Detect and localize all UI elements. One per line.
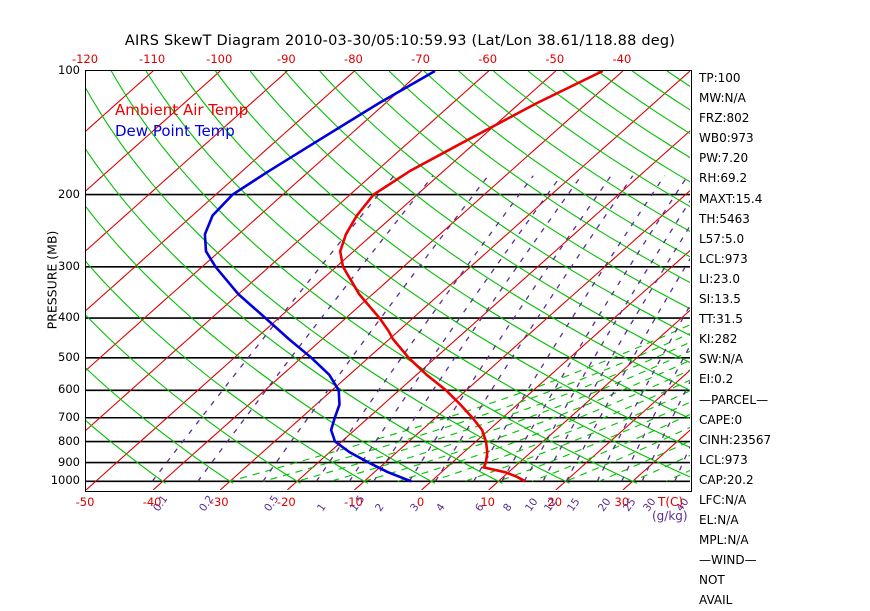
parameter-item: PW:7.20 bbox=[699, 151, 749, 166]
bottom-temp-tick: 10 bbox=[480, 495, 495, 509]
parameter-item: CAP:20.2 bbox=[699, 472, 754, 487]
skewt-plot-area bbox=[85, 70, 692, 492]
parameter-item: SI:13.5 bbox=[699, 292, 741, 307]
mixing-ratio-tick: 10 bbox=[523, 496, 541, 514]
page-title: AIRS SkewT Diagram 2010-03-30/05:10:59.9… bbox=[124, 33, 676, 49]
pressure-tick: 700 bbox=[58, 409, 80, 424]
mixing-ratio-tick: 2 bbox=[372, 501, 387, 514]
parameter-item: LFC:N/A bbox=[699, 492, 747, 507]
parameter-item: NOT bbox=[699, 573, 725, 588]
pressure-tick: 900 bbox=[58, 454, 80, 469]
parameter-item: LI:23.0 bbox=[699, 271, 740, 286]
mixing-ratio-tick: 1 bbox=[315, 501, 330, 514]
parameter-item: EI:0.2 bbox=[699, 372, 734, 387]
parameter-item: WB0:973 bbox=[699, 131, 754, 146]
legend-dew-point-temp: Dew Point Temp bbox=[115, 122, 235, 140]
parameter-item: MPL:N/A bbox=[699, 533, 749, 548]
parameter-item: RH:69.2 bbox=[699, 171, 748, 186]
parameter-item: TH:5463 bbox=[699, 211, 750, 226]
bottom-temp-tick: -50 bbox=[75, 495, 95, 509]
top-temp-tick: -120 bbox=[71, 52, 99, 66]
parameter-item: KI:282 bbox=[699, 332, 738, 347]
pressure-tick: 600 bbox=[58, 382, 80, 397]
parameter-item: LCL:973 bbox=[699, 452, 748, 467]
top-temp-tick: -100 bbox=[206, 52, 233, 66]
parameter-item: MW:N/A bbox=[699, 91, 746, 106]
legend-ambient-air-temp: Ambient Air Temp bbox=[115, 101, 249, 119]
skewt-plot-svg bbox=[86, 71, 690, 490]
pressure-tick: 1000 bbox=[50, 473, 80, 488]
parameter-item: CAPE:0 bbox=[699, 412, 743, 427]
parameter-item: TT:31.5 bbox=[699, 312, 743, 327]
bottom-temp-tick: 0 bbox=[416, 495, 425, 509]
bottom-temp-tick: 20 bbox=[547, 495, 563, 509]
bottom-temp-tick: -10 bbox=[344, 495, 363, 509]
parameter-item: LCL:973 bbox=[699, 251, 748, 266]
temperature-axis-label: T(C) bbox=[658, 495, 684, 509]
top-temp-tick: -110 bbox=[139, 52, 166, 66]
top-temp-tick: -70 bbox=[411, 52, 430, 66]
top-temp-tick: -80 bbox=[344, 52, 363, 66]
parameter-item: SW:N/A bbox=[699, 352, 744, 367]
parameter-item: MAXT:15.4 bbox=[699, 191, 763, 206]
parameter-item: —PARCEL— bbox=[699, 392, 769, 407]
mixing-ratio-tick: 8 bbox=[500, 501, 515, 514]
pressure-tick: 400 bbox=[58, 310, 80, 325]
bottom-temp-tick: 30 bbox=[614, 495, 630, 509]
mixing-ratio-tick: 4 bbox=[434, 501, 449, 514]
bottom-temp-tick: -30 bbox=[209, 495, 229, 509]
skewt-diagram-page: AIRS SkewT Diagram 2010-03-30/05:10:59.9… bbox=[44, 33, 772, 608]
pressure-tick: 200 bbox=[58, 186, 80, 201]
pressure-tick: 500 bbox=[58, 349, 80, 364]
top-temp-tick: -40 bbox=[612, 52, 632, 66]
parameter-item: FRZ:802 bbox=[699, 111, 750, 126]
parameter-item: AVAIL bbox=[699, 593, 733, 608]
parameter-item: TP:100 bbox=[699, 71, 741, 85]
parameter-item: —WIND— bbox=[699, 553, 757, 568]
pressure-tick: 800 bbox=[58, 433, 80, 448]
sounding-parameter-panel: TP:100 MW:N/A FRZ:802 WB0:973 PW:7.20 RH:69.2… bbox=[699, 68, 864, 611]
mixing-ratio-tick: 20 bbox=[596, 496, 614, 514]
parameter-item: CINH:23567 bbox=[699, 432, 772, 447]
bottom-temp-tick: -20 bbox=[276, 495, 296, 509]
mixing-ratio-tick: 15 bbox=[565, 496, 583, 514]
top-temp-tick: -50 bbox=[545, 52, 565, 66]
top-temp-tick: -60 bbox=[478, 52, 498, 66]
bottom-temp-tick: -40 bbox=[142, 495, 162, 509]
pressure-tick: 100 bbox=[58, 63, 80, 77]
parameter-item: L57:5.0 bbox=[699, 231, 745, 246]
mixing-ratio-axis-label: (g/kg) bbox=[652, 509, 688, 523]
top-temp-tick: -90 bbox=[276, 52, 296, 66]
parameter-item: EL:N/A bbox=[699, 513, 739, 528]
pressure-tick: 300 bbox=[58, 258, 80, 273]
